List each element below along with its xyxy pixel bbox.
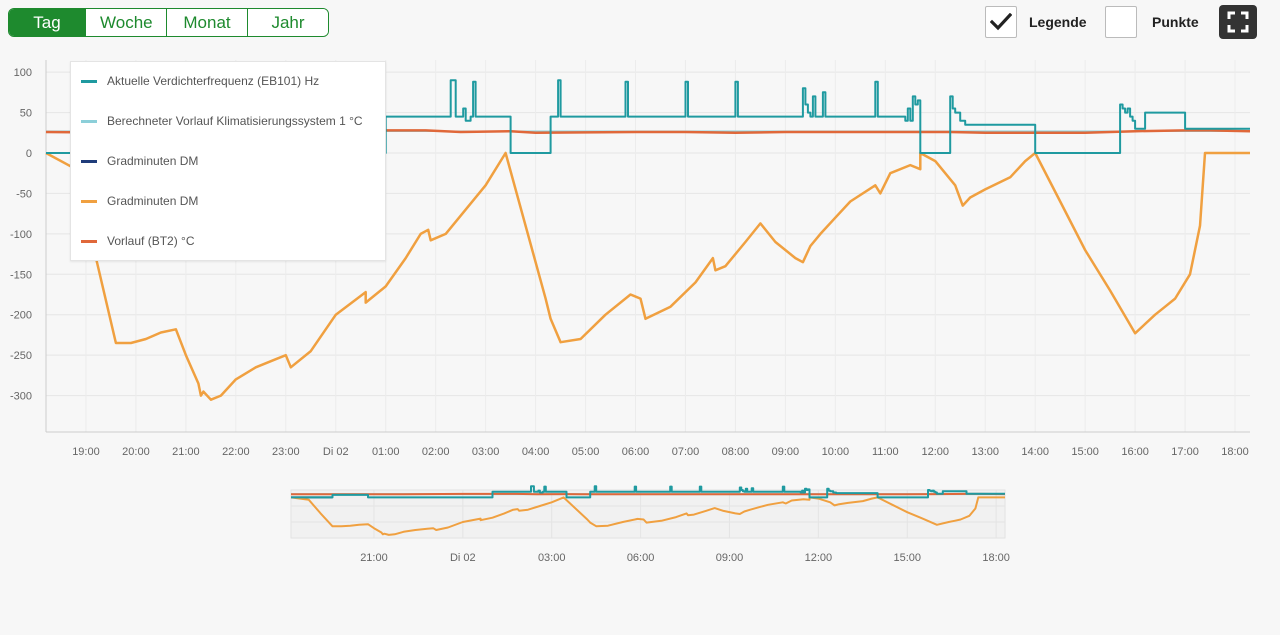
legend-item[interactable]: Gradminuten DM (81, 154, 198, 168)
x-tick-label: 05:00 (572, 446, 600, 458)
navigator-x-tick-label: Di 02 (450, 552, 476, 564)
x-axis: 19:00 20:00 21:00 22:00 23:00 Di 02 01:00 02:00… (72, 446, 1249, 458)
legend-item-label: Berechneter Vorlauf Klimatisierungssyste… (107, 114, 363, 128)
x-tick-label: 07:00 (672, 446, 700, 458)
x-tick-label: 11:00 (872, 446, 899, 458)
x-tick-label: 10:00 (822, 446, 850, 458)
points-checkbox[interactable] (1105, 6, 1137, 38)
fullscreen-button[interactable] (1219, 5, 1257, 39)
navigator-x-tick-label: 21:00 (360, 552, 388, 564)
fullscreen-icon (1227, 11, 1249, 33)
y-axis: 100 50 0 -50 -100 -150 -200 -250 -300 (10, 67, 32, 402)
x-tick-label: 15:00 (1071, 446, 1099, 458)
x-tick-label: 01:00 (372, 446, 400, 458)
range-tabs: Tag Woche Monat Jahr (8, 8, 329, 37)
x-tick-label: 12:00 (921, 446, 949, 458)
y-tick-label: -300 (10, 391, 32, 403)
y-tick-label: 0 (26, 148, 32, 160)
navigator-x-tick-label: 12:00 (805, 552, 833, 564)
legend-item-label: Aktuelle Verdichterfrequenz (EB101) Hz (107, 74, 320, 88)
legend-item-label: Gradminuten DM (107, 154, 199, 168)
y-tick-label: -250 (10, 350, 32, 362)
navigator-series-line-teal (291, 485, 1005, 499)
navigator-x-tick-label: 18:00 (982, 552, 1010, 564)
x-tick-label: 14:00 (1021, 446, 1049, 458)
points-label: Punkte (1152, 14, 1199, 30)
legend-item[interactable]: Vorlauf (BT2) °C (81, 234, 195, 248)
tab-monat[interactable]: Monat (166, 9, 247, 36)
x-tick-label: Di 02 (323, 446, 349, 458)
x-tick-label: 16:00 (1121, 446, 1149, 458)
tab-jahr[interactable]: Jahr (247, 9, 328, 36)
navigator-series (290, 485, 1006, 536)
x-tick-label: 17:00 (1171, 446, 1199, 458)
legend-swatch (81, 199, 97, 203)
series-line-teal (46, 79, 1250, 154)
legend-swatch (81, 239, 97, 243)
navigator-chart[interactable]: 21:00 Di 02 03:00 06:00 09:00 12:00 15:00 18:00 (0, 480, 1280, 580)
tab-tag[interactable]: Tag (9, 9, 85, 36)
x-tick-label: 09:00 (772, 446, 800, 458)
navigator-x-axis: 21:00 Di 02 03:00 06:00 09:00 12:00 15:00 18:00 (360, 552, 1010, 564)
chart-legend: Aktuelle Verdichterfrequenz (EB101) Hz B… (70, 61, 386, 261)
legend-toggle[interactable]: Legende (985, 6, 1087, 38)
y-tick-label: -200 (10, 310, 32, 322)
y-tick-label: -100 (10, 229, 32, 241)
legend-checkbox[interactable] (985, 6, 1017, 38)
legend-item-label: Gradminuten DM (107, 194, 199, 208)
check-icon (990, 13, 1012, 31)
y-tick-label: -50 (16, 188, 32, 200)
legend-item-label: Vorlauf (BT2) °C (107, 234, 195, 248)
x-tick-label: 02:00 (422, 446, 450, 458)
series-line-orange (45, 151, 1250, 401)
navigator-x-tick-label: 15:00 (893, 552, 921, 564)
x-tick-label: 03:00 (472, 446, 500, 458)
x-tick-label: 13:00 (971, 446, 999, 458)
x-tick-label: 06:00 (622, 446, 650, 458)
y-tick-label: -150 (10, 269, 32, 281)
legend-item[interactable]: Aktuelle Verdichterfrequenz (EB101) Hz (81, 74, 319, 88)
legend-swatch (81, 159, 97, 163)
x-tick-label: 20:00 (122, 446, 150, 458)
x-tick-label: 08:00 (722, 446, 750, 458)
x-tick-label: 21:00 (172, 446, 200, 458)
legend-item[interactable]: Gradminuten DM (81, 194, 198, 208)
x-tick-label: 04:00 (522, 446, 550, 458)
navigator-series-line-orange (290, 496, 1005, 536)
navigator-x-tick-label: 09:00 (716, 552, 744, 564)
navigator-x-tick-label: 06:00 (627, 552, 655, 564)
x-tick-label: 19:00 (72, 446, 100, 458)
legend-swatch (81, 119, 97, 123)
x-tick-label: 23:00 (272, 446, 300, 458)
x-tick-label: 22:00 (222, 446, 250, 458)
legend-item[interactable]: Berechneter Vorlauf Klimatisierungssyste… (81, 114, 363, 128)
x-tick-label: 18:00 (1221, 446, 1249, 458)
legend-swatch (81, 79, 97, 83)
navigator-x-tick-label: 03:00 (538, 552, 566, 564)
points-toggle[interactable]: Punkte (1105, 6, 1199, 38)
legend-label: Legende (1029, 14, 1087, 30)
y-tick-label: 50 (20, 108, 32, 120)
y-tick-label: 100 (14, 67, 32, 79)
tab-woche[interactable]: Woche (85, 9, 166, 36)
